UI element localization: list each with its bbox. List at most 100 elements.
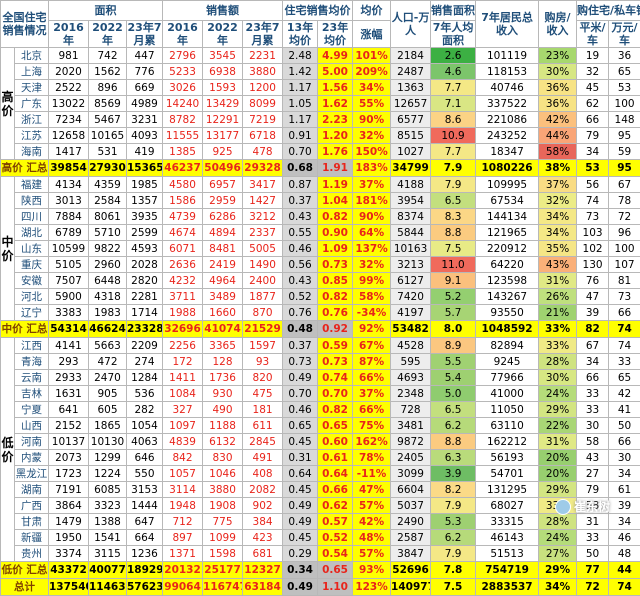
data-cell: 1723: [49, 466, 89, 482]
data-cell: 4232: [163, 273, 203, 289]
data-cell: 137%: [353, 241, 391, 257]
data-cell: 3711: [163, 289, 203, 305]
data-cell: 1363: [391, 80, 431, 96]
data-cell: 8481: [203, 241, 243, 257]
province-name: 青海: [15, 354, 49, 370]
province-name: 吉林: [15, 386, 49, 402]
data-cell: 646: [127, 450, 163, 466]
summary-cell: 82: [577, 321, 609, 338]
data-cell: 2405: [391, 450, 431, 466]
data-cell: 3481: [391, 418, 431, 434]
data-cell: 2.48: [283, 48, 318, 64]
data-cell: 7.1: [431, 96, 476, 112]
data-cell: 384: [243, 514, 283, 530]
data-cell: 712: [163, 514, 203, 530]
data-cell: 0.37: [283, 193, 318, 209]
data-cell: 55%: [353, 96, 391, 112]
data-cell: 6071: [163, 241, 203, 257]
data-cell: 22%: [539, 418, 577, 434]
data-cell: 2281: [127, 289, 163, 305]
data-cell: 37%: [353, 177, 391, 193]
data-cell: 0.82: [318, 289, 353, 305]
data-cell: 3212: [243, 209, 283, 225]
data-cell: 73: [577, 209, 609, 225]
data-cell: 12657: [391, 96, 431, 112]
data-cell: 0.49: [283, 514, 318, 530]
data-cell: 1736: [203, 370, 243, 386]
data-cell: 3365: [203, 338, 243, 354]
data-cell: 31%: [539, 434, 577, 450]
data-cell: 905: [89, 386, 127, 402]
total-cell: 0.49: [283, 579, 318, 596]
data-cell: 66: [609, 434, 640, 450]
province-name: 山西: [15, 418, 49, 434]
total-cell: 34%: [539, 579, 577, 596]
data-cell: 11555: [163, 128, 203, 144]
data-cell: 896: [89, 80, 127, 96]
data-cell: 1388: [89, 514, 127, 530]
data-cell: 274: [127, 354, 163, 370]
data-cell: 7.7: [431, 144, 476, 160]
data-cell: -34%: [353, 305, 391, 321]
data-cell: 10165: [89, 128, 127, 144]
data-cell: 66: [609, 305, 640, 321]
data-cell: 1444: [127, 498, 163, 514]
data-cell: 5.2: [431, 289, 476, 305]
data-cell: 43: [577, 450, 609, 466]
data-cell: 36: [609, 48, 640, 64]
data-cell: 10137: [49, 434, 89, 450]
data-cell: 4739: [163, 209, 203, 225]
data-cell: 0.65: [283, 418, 318, 434]
data-cell: 181: [243, 402, 283, 418]
header-23-area: 23年7月累: [127, 21, 163, 48]
data-cell: 1046: [203, 466, 243, 482]
data-cell: 63110: [476, 418, 539, 434]
total-cell: 1.10: [318, 579, 353, 596]
summary-cell: 74: [609, 321, 640, 338]
data-cell: 20%: [539, 466, 577, 482]
data-cell: 1562: [89, 64, 127, 80]
data-cell: 243252: [476, 128, 539, 144]
data-cell: 3880: [203, 482, 243, 498]
data-cell: 96: [609, 225, 640, 241]
data-cell: 1284: [127, 370, 163, 386]
summary-cell: 27930: [89, 160, 127, 177]
data-cell: 3026: [163, 80, 203, 96]
data-cell: 33: [577, 402, 609, 418]
data-cell: 3323: [89, 498, 127, 514]
data-cell: 5233: [163, 64, 203, 80]
summary-cell: 50496: [203, 160, 243, 177]
data-cell: 7.9: [431, 546, 476, 562]
data-cell: 24%: [539, 386, 577, 402]
data-cell: 100: [609, 241, 640, 257]
watermark: 崔东树: [555, 498, 610, 516]
data-cell: 1988: [163, 305, 203, 321]
data-cell: 5.0: [431, 386, 476, 402]
data-cell: 3864: [49, 498, 89, 514]
province-name: 江苏: [15, 128, 49, 144]
data-cell: 5105: [49, 257, 89, 273]
data-cell: 3114: [163, 482, 203, 498]
data-cell: 1490: [243, 257, 283, 273]
data-cell: 6957: [203, 177, 243, 193]
data-cell: 0.56: [283, 257, 318, 273]
summary-cell: 25177: [203, 562, 243, 579]
data-cell: 20%: [539, 450, 577, 466]
summary-cell: 52696: [391, 562, 431, 579]
province-name: 山东: [15, 241, 49, 257]
data-cell: 2073: [49, 450, 89, 466]
province-name: 甘肃: [15, 514, 49, 530]
data-cell: 6577: [391, 112, 431, 128]
data-cell: 0.46: [283, 241, 318, 257]
data-cell: 37%: [353, 386, 391, 402]
data-cell: 11050: [476, 402, 539, 418]
data-cell: 24%: [539, 530, 577, 546]
data-cell: 775: [203, 514, 243, 530]
data-cell: 33: [577, 386, 609, 402]
data-cell: 41: [609, 402, 640, 418]
data-cell: 4.6: [431, 64, 476, 80]
data-cell: 90%: [353, 112, 391, 128]
